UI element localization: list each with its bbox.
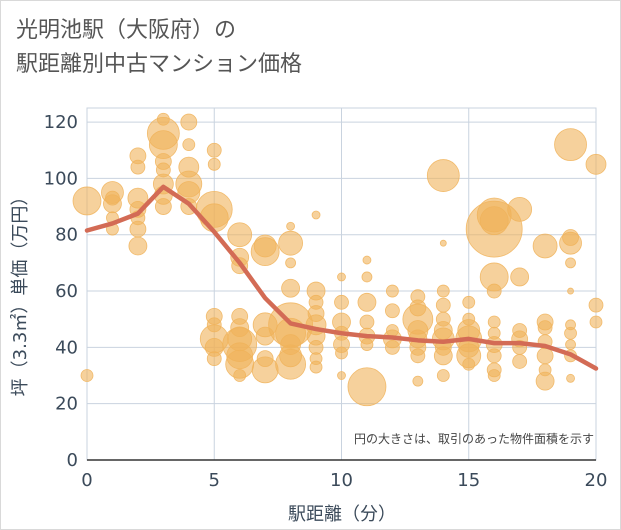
y-axis-ticks: 0 20 40 60 80 100 120: [44, 112, 78, 471]
x-tick-label: 15: [457, 470, 480, 491]
data-bubble: [275, 348, 307, 380]
data-bubble: [361, 271, 373, 283]
y-tick-label: 100: [44, 168, 78, 189]
data-bubble: [439, 239, 447, 247]
data-bubble: [335, 346, 348, 360]
data-bubble: [385, 284, 399, 298]
data-bubble: [337, 371, 346, 380]
x-tick-label: 10: [330, 470, 353, 491]
size-annotation: 円の大きさは、取引のあった物件面積を示す: [354, 431, 594, 446]
data-bubble: [589, 315, 603, 329]
x-tick-label: 0: [81, 470, 92, 491]
x-tick-label: 5: [209, 470, 220, 491]
chart-title-line-2: 駅距離別中古マンション価格: [16, 52, 303, 77]
data-bubble: [362, 255, 372, 265]
y-tick-label: 40: [55, 337, 78, 358]
y-tick-label: 20: [55, 394, 78, 415]
data-bubble: [278, 230, 304, 256]
data-bubble: [486, 283, 502, 299]
data-bubble: [182, 138, 196, 152]
data-bubble: [80, 369, 94, 382]
data-bubble: [510, 267, 530, 287]
data-bubble: [384, 339, 400, 355]
data-bubble: [565, 339, 576, 350]
y-tick-label: 60: [55, 281, 78, 302]
data-bubble: [311, 210, 321, 220]
chart-title-line-1: 光明池駅（大阪府）の: [16, 18, 237, 43]
data-bubble: [130, 159, 146, 175]
data-bubble: [566, 373, 575, 383]
data-bubble: [567, 287, 574, 295]
data-bubble: [537, 320, 553, 336]
data-bubble: [588, 297, 604, 313]
data-bubble: [565, 257, 576, 269]
data-bubble: [251, 356, 279, 384]
data-bubble: [433, 346, 453, 366]
data-bubble: [384, 303, 400, 319]
data-bubble: [180, 113, 198, 131]
y-axis-label: 坪（3.3㎡）単価（万円）: [9, 188, 31, 397]
data-bubble: [357, 292, 377, 312]
data-bubble: [360, 338, 374, 351]
data-bubble: [412, 375, 424, 387]
data-bubble: [436, 284, 450, 298]
data-bubble: [559, 231, 582, 255]
bubble-series: [72, 112, 607, 407]
data-bubble: [207, 157, 221, 171]
x-axis-ticks: 0 5 10 15 20: [81, 470, 607, 491]
data-bubble: [465, 200, 523, 258]
data-bubble: [585, 153, 607, 175]
data-bubble: [359, 314, 375, 330]
data-bubble: [347, 367, 387, 407]
y-tick-label: 0: [67, 450, 78, 471]
data-bubble: [410, 348, 426, 364]
data-bubble: [227, 222, 253, 248]
data-bubble: [554, 128, 587, 162]
data-bubble: [462, 357, 476, 371]
x-tick-label: 20: [585, 470, 608, 491]
data-bubble: [309, 360, 323, 374]
data-bubble: [564, 326, 577, 340]
data-bubble: [486, 348, 502, 364]
data-bubble: [250, 237, 280, 267]
data-bubble: [512, 354, 528, 369]
y-tick-label: 80: [55, 225, 78, 246]
data-bubble: [286, 221, 296, 231]
data-bubble: [72, 186, 102, 216]
data-bubble: [206, 351, 222, 367]
data-bubble: [536, 347, 554, 365]
data-bubble: [154, 198, 172, 215]
data-bubble: [285, 257, 297, 269]
data-bubble: [507, 196, 533, 222]
data-bubble: [436, 369, 450, 382]
data-bubble: [105, 190, 120, 206]
data-bubble: [281, 278, 301, 298]
data-bubble: [128, 236, 148, 256]
data-bubble: [337, 272, 346, 282]
data-bubble: [129, 220, 147, 238]
data-bubble: [334, 294, 349, 310]
data-bubble: [487, 315, 501, 329]
data-bubble: [233, 369, 247, 382]
data-bubble: [487, 369, 501, 382]
data-bubble: [532, 233, 558, 259]
data-bubble: [206, 142, 222, 158]
median-line: [84, 184, 599, 371]
data-bubble: [535, 371, 555, 391]
y-tick-label: 120: [44, 112, 78, 133]
data-bubble: [426, 159, 460, 192]
data-bubble: [435, 297, 451, 313]
x-axis-label: 駅距離（分）: [288, 504, 396, 525]
data-bubble: [462, 295, 476, 309]
chart-title: 光明池駅（大阪府）の 駅距離別中古マンション価格: [16, 14, 302, 82]
